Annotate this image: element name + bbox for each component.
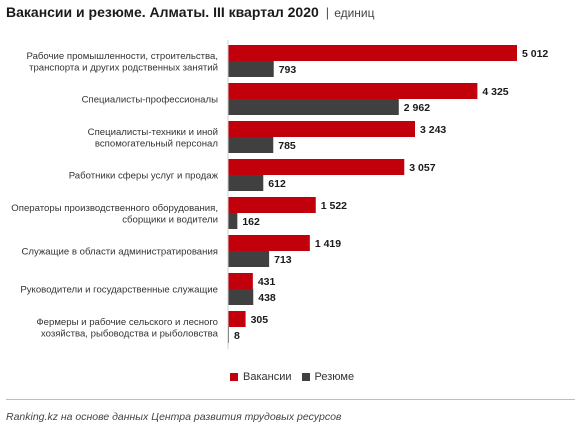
category-label: Специалисты-профессионалы	[82, 95, 219, 106]
category-label: Служащие в области администратирования	[21, 247, 218, 258]
bar-vacancies	[228, 121, 415, 137]
bar-vacancies	[228, 45, 517, 61]
legend-item-vacancies: Вакансии	[230, 371, 292, 383]
value-label-vacancies: 431	[258, 276, 276, 288]
bar-resumes	[228, 137, 274, 153]
category-label: Работники сферы услуг и продаж	[69, 171, 219, 182]
value-label-resumes: 713	[274, 254, 292, 266]
value-label-resumes: 8	[234, 330, 240, 342]
legend-label-vacancies: Вакансии	[243, 371, 292, 383]
category-label: Операторы производственного оборудования…	[11, 203, 218, 226]
chart-header: Вакансии и резюме. Алматы. III квартал 2…	[6, 4, 375, 24]
value-label-vacancies: 1 522	[321, 200, 347, 212]
value-label-resumes: 438	[258, 292, 276, 304]
legend-item-resumes: Резюме	[301, 371, 355, 383]
value-label-resumes: 785	[278, 140, 296, 152]
category-label: Руководители и государственные служащие	[20, 285, 218, 296]
value-label-vacancies: 3 057	[409, 162, 435, 174]
bar-vacancies	[228, 83, 478, 99]
value-label-vacancies: 1 419	[315, 238, 341, 250]
value-label-resumes: 612	[268, 178, 286, 190]
bar-vacancies	[228, 311, 246, 327]
title-separator: |	[325, 5, 330, 20]
bar-vacancies	[228, 197, 316, 213]
legend-swatch-resumes	[301, 373, 310, 381]
value-label-resumes: 793	[279, 64, 297, 76]
value-label-resumes: 162	[242, 216, 260, 228]
bar-resumes	[228, 251, 270, 267]
value-label-resumes: 2 962	[404, 102, 430, 114]
bar-resumes	[228, 175, 264, 191]
source-note: Ranking.kz на основе данных Центра разви…	[6, 411, 342, 423]
value-label-vacancies: 3 243	[420, 124, 446, 136]
category-label: Специалисты-техники и иной вспомогательны…	[88, 127, 218, 150]
bar-resumes	[228, 61, 274, 77]
value-label-vacancies: 4 325	[482, 86, 508, 98]
category-label: Рабочие промышленности, строительства, тр…	[27, 51, 219, 74]
bar-resumes	[228, 289, 254, 305]
bar-vacancies	[228, 235, 310, 251]
bar-chart: Рабочие промышленности, строительства, тр…	[11, 40, 548, 349]
category-label: Фермеры и рабочие сельского и лесного хоз…	[36, 317, 218, 340]
legend: Вакансии Резюме	[230, 371, 364, 383]
chart-title: Вакансии и резюме. Алматы. III квартал 2…	[6, 4, 319, 20]
legend-label-resumes: Резюме	[314, 371, 355, 383]
bar-vacancies	[228, 159, 405, 175]
bar-resumes	[228, 99, 399, 115]
value-label-vacancies: 305	[251, 314, 269, 326]
chart-unit: единиц	[334, 6, 375, 20]
footer-divider	[6, 399, 575, 400]
bar-resumes	[228, 213, 238, 229]
legend-swatch-vacancies	[230, 373, 238, 381]
bar-vacancies	[228, 273, 253, 289]
value-label-vacancies: 5 012	[522, 48, 548, 60]
